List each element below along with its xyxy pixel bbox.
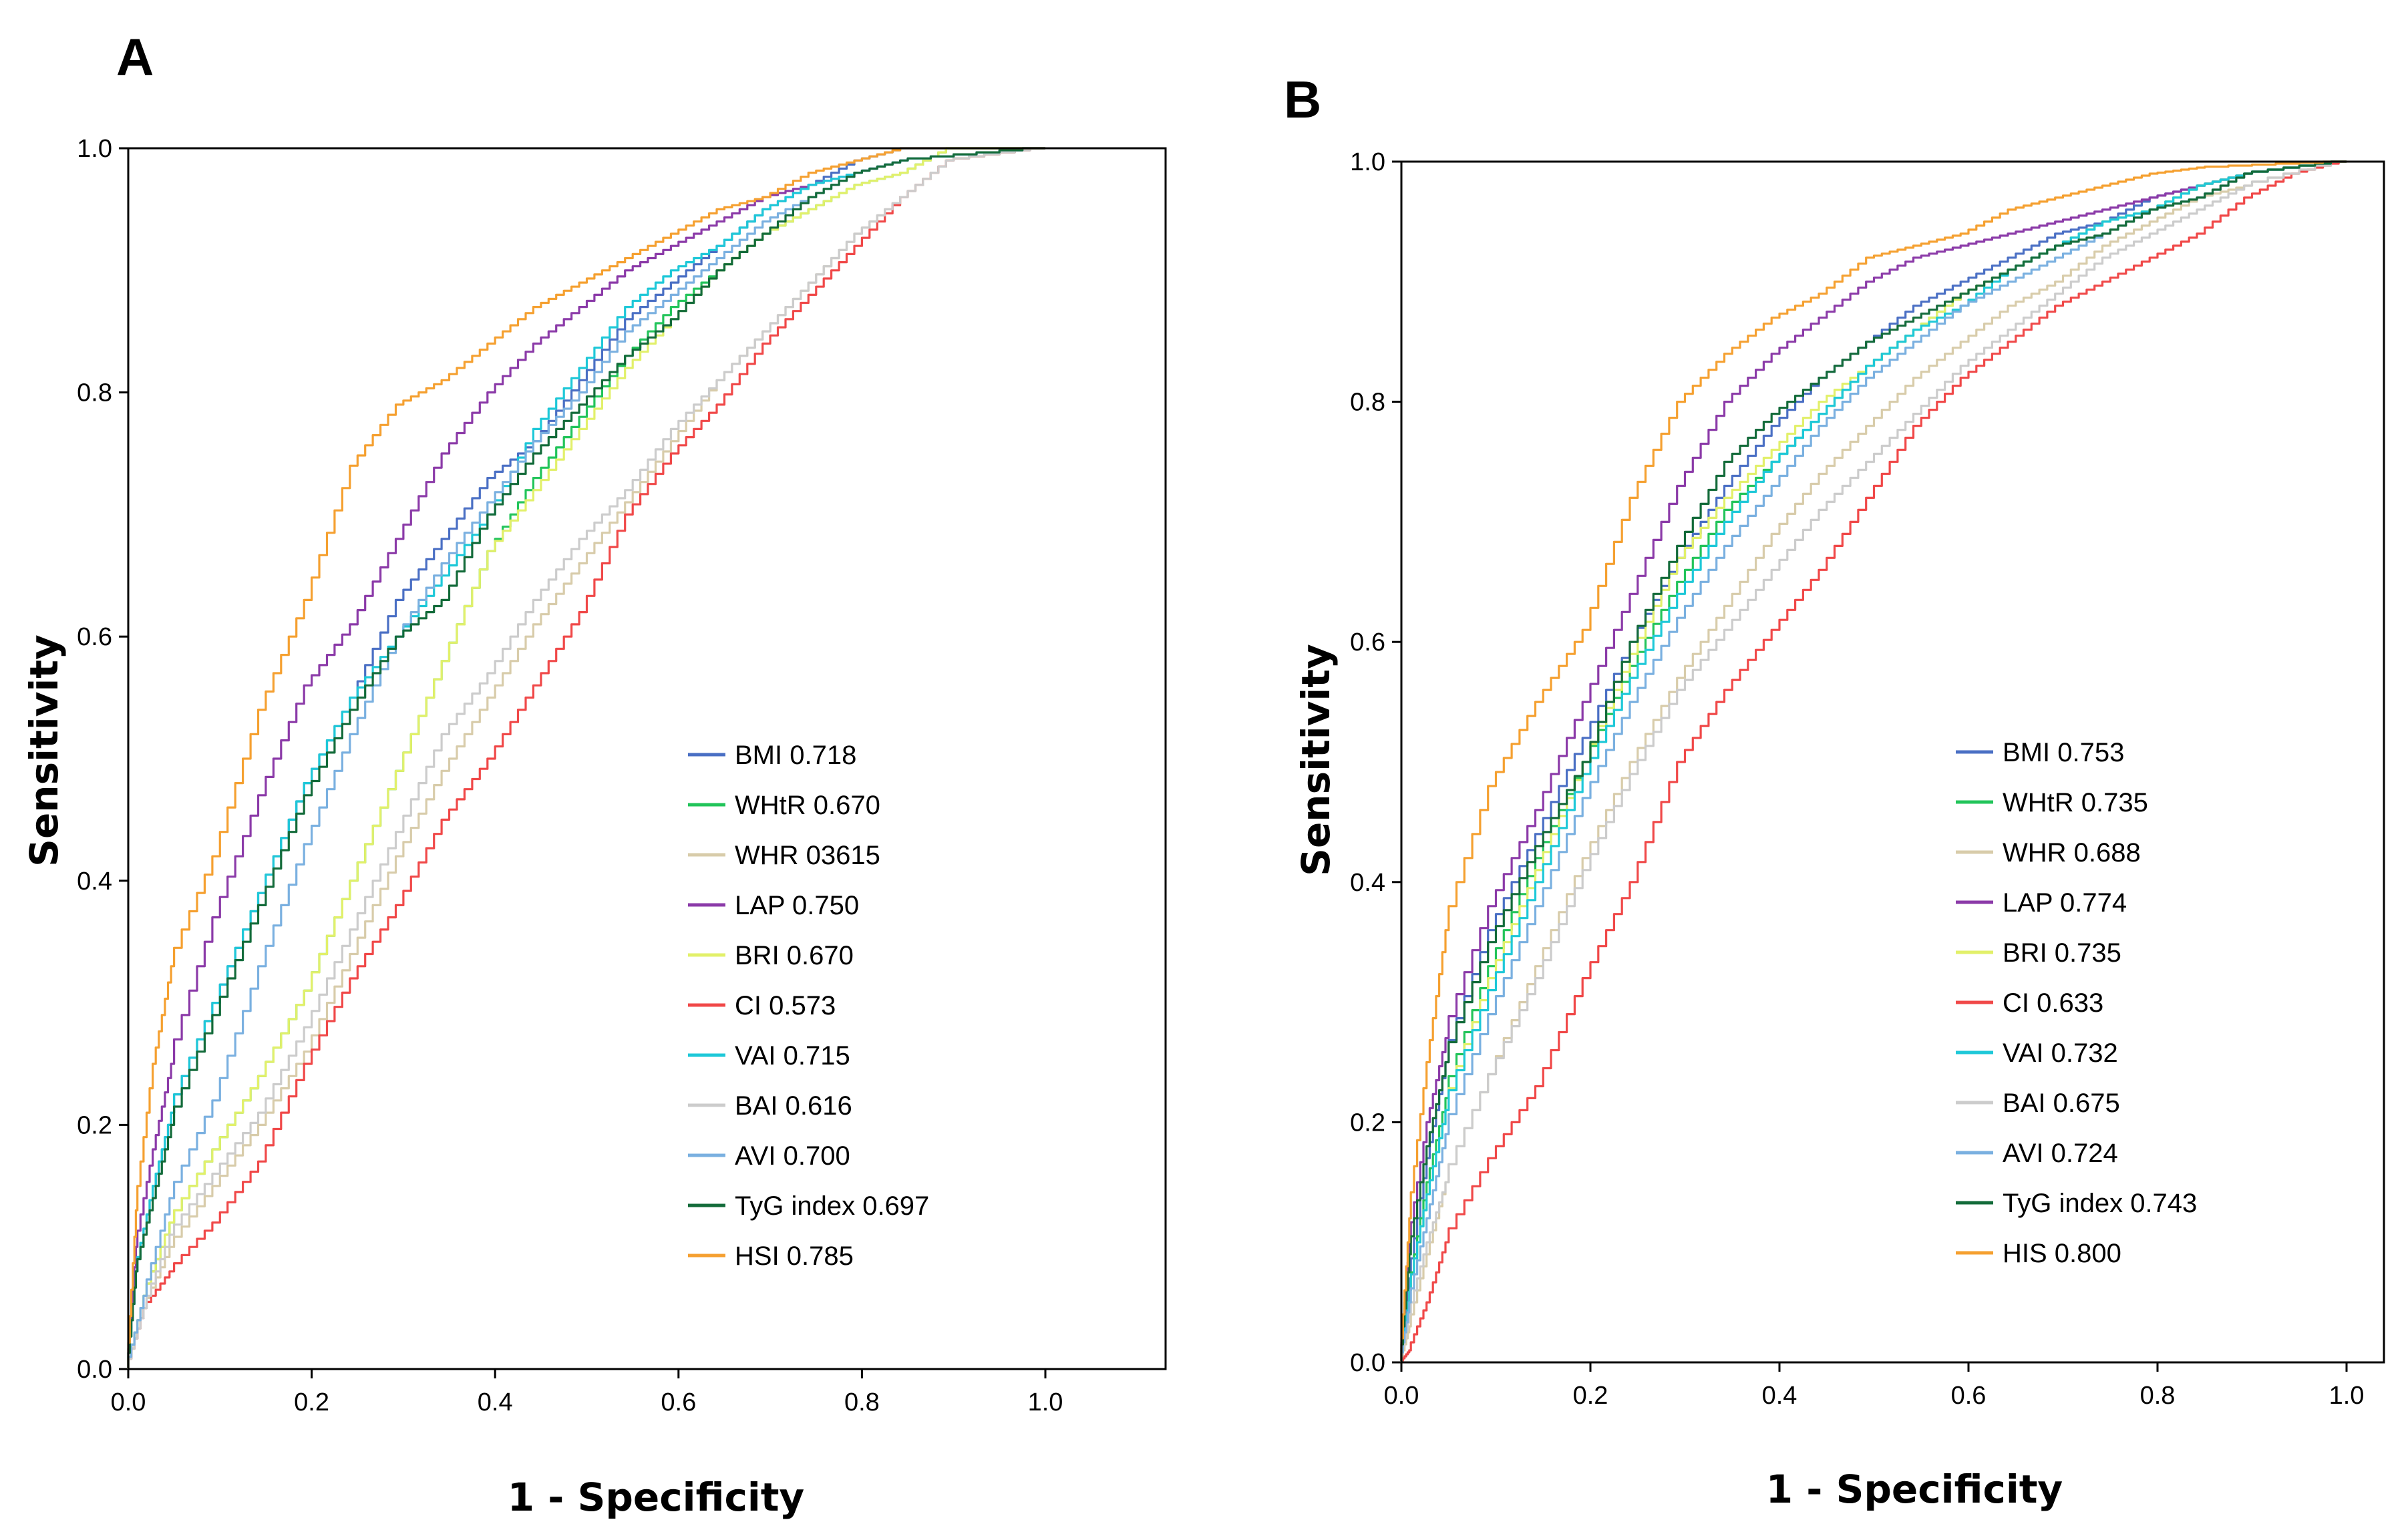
y-tick-label: 0.0 (1350, 1349, 1385, 1377)
legend-label-vai: VAI 0.732 (2003, 1038, 2118, 1068)
roc-curve-ci (127, 147, 1045, 1369)
legend-label-hsi: HSI 0.785 (735, 1241, 854, 1271)
legend-label-his: HIS 0.800 (2003, 1239, 2121, 1268)
legend-label-bai: BAI 0.675 (2003, 1089, 2120, 1118)
roc-curve-bmi (127, 147, 1045, 1369)
roc-curve-lap (127, 147, 1045, 1369)
legend-label-whtr: WHtR 0.735 (2003, 788, 2148, 817)
x-tick-label: 0.2 (294, 1388, 329, 1416)
legend-label-bmi: BMI 0.718 (735, 741, 856, 770)
roc-curve-vai (127, 147, 1045, 1369)
legend-label-tyg-index: TyG index 0.697 (735, 1191, 929, 1221)
y-tick-label: 1.0 (77, 135, 112, 163)
roc-curve-ci (1400, 160, 2347, 1362)
y-tick-label: 0.8 (77, 379, 112, 407)
y-tick-label: 0.0 (77, 1356, 112, 1384)
panel-b-x-axis-title: 1 - Specificity (1766, 1467, 2063, 1512)
roc-curve-whtr (127, 147, 1045, 1369)
y-tick-label: 0.4 (1350, 869, 1385, 897)
roc-curve-lap (1400, 160, 2347, 1362)
x-tick-label: 0.8 (844, 1388, 880, 1416)
y-tick-label: 0.4 (77, 868, 112, 896)
legend-label-avi: AVI 0.724 (2003, 1139, 2118, 1168)
roc-curve-tyg-index (1400, 160, 2347, 1362)
x-tick-label: 0.2 (1573, 1382, 1608, 1410)
legend-label-whr: WHR 0.688 (2003, 838, 2141, 868)
y-tick-label: 0.6 (77, 623, 112, 651)
roc-curve-tyg-index (127, 147, 1045, 1369)
legend-label-ci: CI 0.633 (2003, 988, 2103, 1018)
legend-label-bri: BRI 0.735 (2003, 938, 2121, 968)
panel-b-y-axis-title: Sensitivity (1293, 644, 1339, 876)
panel-a-plot-frame (127, 147, 1167, 1370)
x-tick-label: 0.4 (478, 1388, 513, 1416)
y-tick-label: 0.2 (77, 1111, 112, 1139)
panel-a-x-axis-title: 1 - Specificity (508, 1475, 805, 1520)
y-tick-label: 0.2 (1350, 1109, 1385, 1137)
legend-label-bmi: BMI 0.753 (2003, 738, 2124, 767)
x-tick-label: 1.0 (1028, 1388, 1063, 1416)
panel-b-legend: BMI 0.753 WHtR 0.735 WHR 0.688 LAP 0.774 BRI… (1956, 738, 2197, 1268)
legend-label-avi: AVI 0.700 (735, 1141, 850, 1171)
panel-a-letter: A (116, 27, 154, 86)
roc-curve-vai (1400, 160, 2347, 1362)
x-tick-label: 0.0 (111, 1388, 146, 1416)
legend-label-lap: LAP 0.774 (2003, 888, 2127, 918)
roc-curve-bai (127, 147, 1045, 1369)
y-tick-label: 1.0 (1350, 148, 1385, 176)
legend-label-bai: BAI 0.616 (735, 1091, 852, 1121)
x-tick-label: 0.0 (1384, 1382, 1419, 1410)
x-tick-label: 1.0 (2329, 1382, 2365, 1410)
legend-label-tyg-index: TyG index 0.743 (2003, 1189, 2197, 1218)
legend-label-whtr: WHtR 0.670 (735, 791, 880, 820)
x-tick-label: 0.4 (1762, 1382, 1797, 1410)
panel-b: B 1 - Specificity Sensitivity 0.0 0.2 0.4 0… (1284, 70, 2385, 1512)
x-tick-label: 0.8 (2140, 1382, 2176, 1410)
panel-a: A 1 - Specificity Sensitivity 0.0 0.2 0.4 0… (21, 27, 1167, 1520)
panel-b-letter: B (1284, 70, 1321, 129)
panel-a-curves (127, 147, 1045, 1369)
x-tick-label: 0.6 (1951, 1382, 1987, 1410)
roc-curve-whr (127, 147, 1045, 1369)
roc-curve-his (1400, 160, 2347, 1362)
panel-b-ticks: 0.0 0.2 0.4 0.6 0.8 1.0 0.0 0.2 0.4 0.6 0.8 1.0 (1350, 148, 2364, 1410)
y-tick-label: 0.6 (1350, 628, 1385, 656)
roc-curve-bri (127, 147, 1045, 1369)
panel-b-curves (1400, 160, 2347, 1362)
roc-curve-bai (1400, 160, 2347, 1362)
roc-curve-hsi (127, 147, 1045, 1369)
legend-label-bri: BRI 0.670 (735, 941, 854, 970)
legend-label-ci: CI 0.573 (735, 991, 836, 1020)
panel-a-y-axis-title: Sensitivity (21, 634, 67, 867)
y-tick-label: 0.8 (1350, 389, 1385, 417)
roc-curve-avi (127, 147, 1045, 1369)
x-tick-label: 0.6 (661, 1388, 696, 1416)
legend-label-lap: LAP 0.750 (735, 891, 859, 920)
legend-label-vai: VAI 0.715 (735, 1041, 850, 1071)
panel-b-plot-frame (1400, 160, 2385, 1364)
panel-a-legend: BMI 0.718 WHtR 0.670 WHR 03615 LAP 0.750 BRI… (688, 741, 929, 1271)
legend-label-whr: WHR 03615 (735, 841, 880, 870)
panel-a-ticks: 0.0 0.2 0.4 0.6 0.8 1.0 0.0 0.2 0.4 0.6 0.8 1.0 (77, 135, 1063, 1416)
